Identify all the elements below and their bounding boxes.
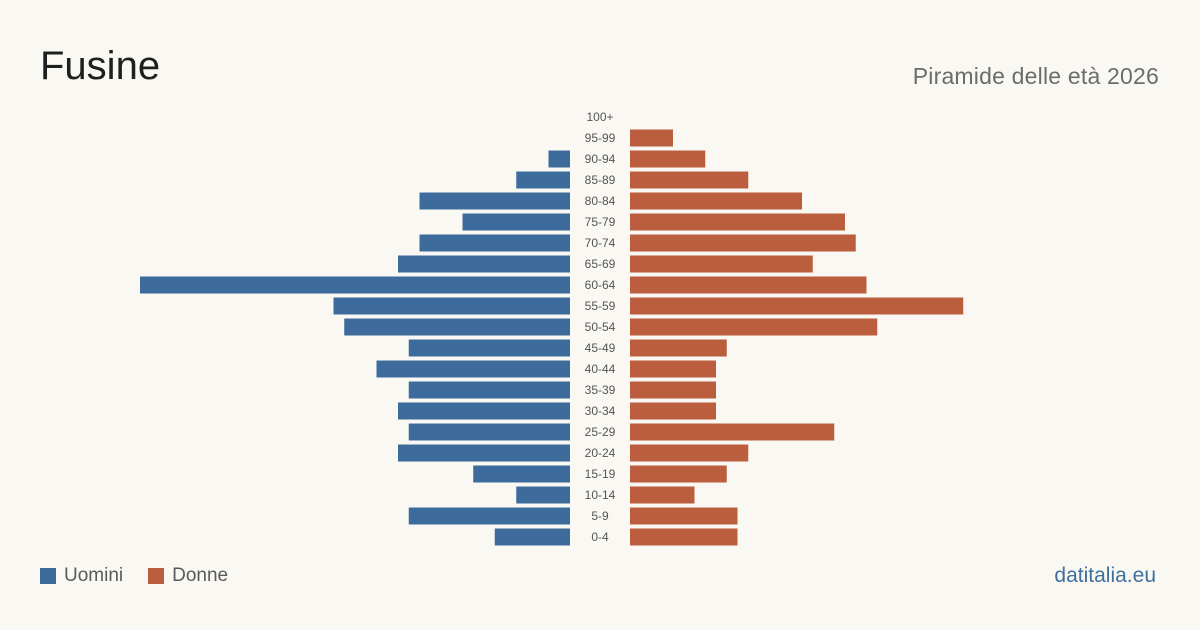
bar-men[interactable] bbox=[398, 402, 570, 420]
legend-label-men: Uomini bbox=[64, 565, 124, 586]
bar-men[interactable] bbox=[516, 486, 570, 504]
bar-women[interactable] bbox=[630, 486, 695, 504]
bar-women[interactable] bbox=[630, 297, 964, 315]
page-title: Fusine bbox=[40, 44, 161, 88]
bar-women[interactable] bbox=[630, 465, 727, 483]
bar-women[interactable] bbox=[630, 360, 716, 378]
chart-subtitle: Piramide delle età 2026 bbox=[912, 63, 1159, 89]
age-label: 75-79 bbox=[585, 215, 616, 229]
bar-men[interactable] bbox=[548, 150, 571, 168]
age-label: 30-34 bbox=[585, 404, 616, 418]
bar-men[interactable] bbox=[408, 339, 570, 357]
legend: Uomini Donne bbox=[40, 565, 253, 587]
bar-women[interactable] bbox=[630, 381, 716, 399]
bar-men[interactable] bbox=[398, 255, 570, 273]
bar-women[interactable] bbox=[630, 423, 835, 441]
bar-men[interactable] bbox=[516, 171, 570, 189]
age-label: 0-4 bbox=[591, 530, 609, 544]
brand-link[interactable]: datitalia.eu bbox=[1054, 564, 1156, 587]
bar-women[interactable] bbox=[630, 129, 673, 147]
bar-women[interactable] bbox=[630, 150, 706, 168]
bar-men[interactable] bbox=[333, 297, 571, 315]
bar-men[interactable] bbox=[408, 381, 570, 399]
bar-women[interactable] bbox=[630, 507, 738, 525]
bar-men[interactable] bbox=[419, 192, 571, 210]
bar-women[interactable] bbox=[630, 234, 856, 252]
bar-men[interactable] bbox=[344, 318, 570, 336]
age-label: 60-64 bbox=[585, 278, 616, 292]
age-label: 70-74 bbox=[585, 236, 616, 250]
bar-men[interactable] bbox=[408, 507, 570, 525]
age-label: 5-9 bbox=[591, 509, 609, 523]
legend-item-women: Donne bbox=[148, 565, 228, 587]
bar-women[interactable] bbox=[630, 318, 878, 336]
age-label: 15-19 bbox=[585, 467, 616, 481]
bar-women[interactable] bbox=[630, 339, 727, 357]
age-label: 35-39 bbox=[585, 383, 616, 397]
age-label: 100+ bbox=[586, 110, 613, 124]
bar-men[interactable] bbox=[494, 528, 570, 546]
age-label: 45-49 bbox=[585, 341, 616, 355]
bar-women[interactable] bbox=[630, 402, 716, 420]
bar-men[interactable] bbox=[462, 213, 571, 231]
age-label: 95-99 bbox=[585, 131, 616, 145]
bar-men[interactable] bbox=[140, 276, 570, 294]
bar-men[interactable] bbox=[408, 423, 570, 441]
bar-women[interactable] bbox=[630, 171, 749, 189]
age-label: 10-14 bbox=[585, 488, 616, 502]
bar-women[interactable] bbox=[630, 528, 738, 546]
bar-men[interactable] bbox=[473, 465, 570, 483]
legend-swatch-men bbox=[40, 568, 56, 584]
age-label: 80-84 bbox=[585, 194, 616, 208]
age-label: 25-29 bbox=[585, 425, 616, 439]
bar-women[interactable] bbox=[630, 276, 867, 294]
bar-men[interactable] bbox=[419, 234, 571, 252]
age-label: 65-69 bbox=[585, 257, 616, 271]
age-label: 85-89 bbox=[585, 173, 616, 187]
age-label: 40-44 bbox=[585, 362, 616, 376]
age-label: 20-24 bbox=[585, 446, 616, 460]
bar-women[interactable] bbox=[630, 255, 813, 273]
bar-women[interactable] bbox=[630, 192, 802, 210]
bar-women[interactable] bbox=[630, 444, 749, 462]
bar-men[interactable] bbox=[376, 360, 571, 378]
legend-label-women: Donne bbox=[172, 565, 229, 586]
bar-women[interactable] bbox=[630, 213, 845, 231]
age-label: 55-59 bbox=[585, 299, 616, 313]
age-label: 90-94 bbox=[585, 152, 616, 166]
legend-item-men: Uomini bbox=[40, 565, 123, 587]
age-label: 50-54 bbox=[585, 320, 616, 334]
bar-men[interactable] bbox=[398, 444, 570, 462]
legend-swatch-women bbox=[148, 568, 165, 584]
